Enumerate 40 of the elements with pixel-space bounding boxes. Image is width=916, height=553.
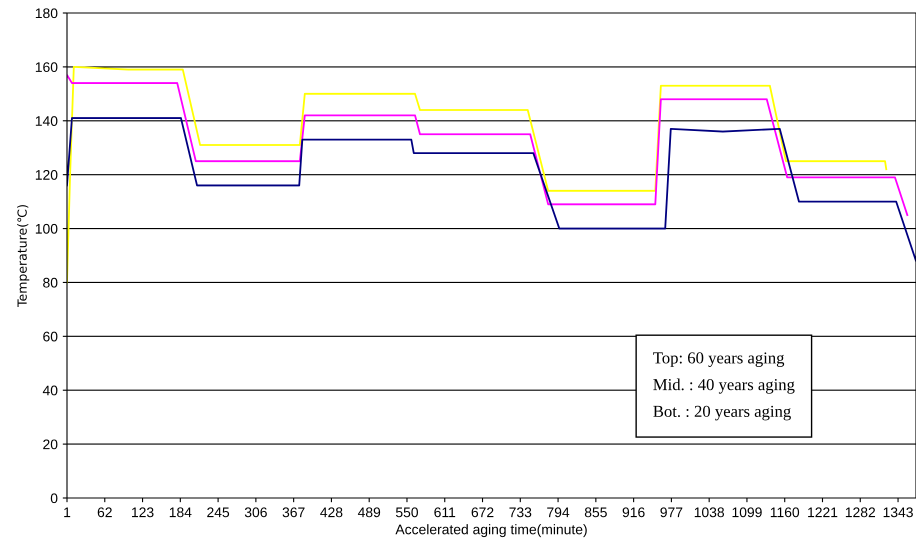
x-tick-label: 916: [622, 507, 645, 518]
line-series: [67, 74, 908, 216]
x-tick-label: 306: [244, 507, 267, 518]
x-tick-label: 611: [434, 507, 456, 518]
x-tick-label: 1038: [694, 507, 724, 518]
y-tick-label: 60: [43, 332, 58, 342]
y-tick-label: 160: [36, 62, 58, 72]
x-tick-label: 794: [547, 507, 570, 518]
annotation: Bot. : 20 years aging: [653, 406, 791, 420]
x-tick-label: 855: [584, 507, 607, 518]
x-tick-label: 428: [320, 507, 342, 518]
x-tick-label: 184: [170, 507, 192, 518]
annotation: Mid. : 40 years aging: [653, 378, 795, 394]
x-tick-label: 1343: [884, 507, 913, 518]
y-tick-label: 180: [36, 8, 58, 18]
y-tick-label: 140: [36, 116, 58, 126]
x-tick-label: 489: [358, 507, 380, 518]
y-tick-label: 120: [36, 170, 58, 180]
x-tick-label: 672: [472, 507, 494, 518]
x-tick-label: 367: [282, 507, 305, 518]
y-axis-title: Temperature(℃): [17, 205, 30, 308]
y-tick-label: 80: [43, 278, 58, 288]
x-tick-label: 1221: [808, 507, 838, 518]
x-tick-label: 733: [509, 507, 532, 518]
x-tick-label: 1282: [846, 507, 876, 518]
x-tick-label: 1099: [732, 507, 762, 518]
x-tick-label: 1160: [770, 507, 800, 518]
y-tick-label: 20: [43, 439, 58, 450]
y-tick-label: 0: [50, 493, 58, 504]
x-tick-label: 123: [132, 507, 154, 518]
y-tick-label: 100: [36, 224, 58, 234]
x-tick-label: 62: [98, 507, 112, 518]
x-tick-label: 1: [64, 508, 70, 518]
x-tick-label: 550: [396, 507, 418, 518]
x-axis-title: Accelerated aging time(minute): [395, 524, 587, 538]
annotation: Top: 60 years aging: [653, 352, 784, 367]
y-tick-label: 40: [42, 386, 58, 396]
line-series: [67, 66, 888, 284]
x-tick-label: 245: [207, 507, 230, 518]
x-tick-label: 977: [660, 507, 682, 518]
